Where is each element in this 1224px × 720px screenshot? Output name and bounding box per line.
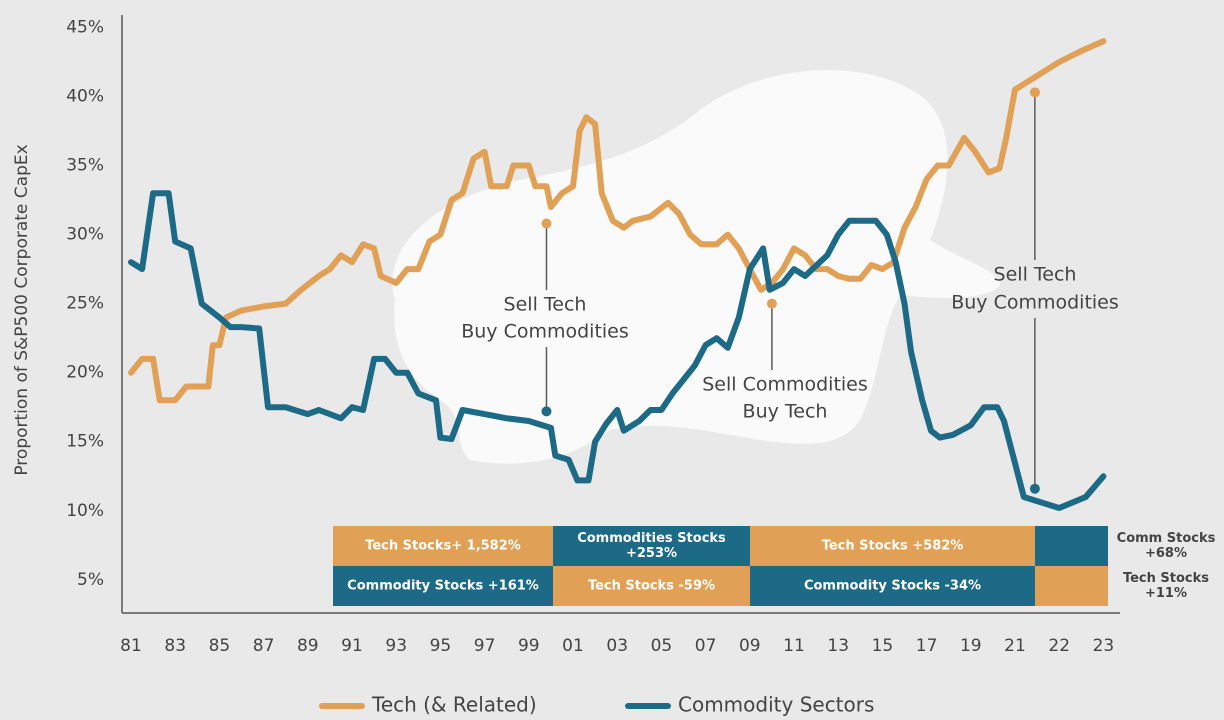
x-tick-label: 22 — [1048, 636, 1070, 656]
annotation-text: Sell Commodities — [702, 374, 868, 396]
x-tick-label: 93 — [385, 636, 407, 656]
x-tick-label: 87 — [253, 636, 275, 656]
annotation-dot — [541, 406, 552, 417]
x-tick-label: 05 — [651, 636, 673, 656]
legend-label: Commodity Sectors — [678, 693, 874, 717]
period-label: +253% — [626, 546, 677, 561]
period-cell — [553, 566, 750, 606]
period-note: +11% — [1145, 586, 1187, 601]
y-tick-label: 10% — [66, 501, 104, 521]
x-tick-label: 99 — [518, 636, 540, 656]
period-cell — [750, 526, 1035, 566]
annotation-text: Buy Commodities — [951, 292, 1119, 314]
annotation-dot — [1029, 87, 1040, 98]
x-tick-label: 81 — [120, 636, 142, 656]
annotation-text: Buy Commodities — [461, 321, 629, 343]
y-axis-label: Proportion of S&P500 Corporate CapEx — [12, 144, 32, 475]
series-line — [128, 190, 1107, 511]
period-label: Commodity Stocks +161% — [347, 579, 539, 594]
x-tick-label: 97 — [474, 636, 496, 656]
y-tick-label: 35% — [66, 156, 104, 176]
period-cell — [333, 566, 553, 606]
x-tick-label: 11 — [783, 636, 805, 656]
x-tick-label: 01 — [562, 636, 584, 656]
period-label: Tech Stocks -59% — [588, 579, 715, 594]
period-label: Tech Stocks +582% — [822, 539, 964, 554]
series-line — [128, 38, 1107, 404]
x-tick-label: 85 — [209, 636, 231, 656]
period-label: Commodity Stocks -34% — [804, 579, 981, 594]
period-cell — [750, 566, 1035, 606]
y-tick-label: 5% — [77, 570, 104, 590]
y-tick-label: 25% — [66, 294, 104, 314]
annotation-dot — [766, 298, 777, 309]
x-tick-label: 83 — [164, 636, 186, 656]
y-tick-label: 40% — [66, 86, 104, 106]
period-cell — [1035, 566, 1108, 606]
period-cell — [1035, 526, 1108, 566]
x-tick-label: 21 — [1004, 636, 1026, 656]
y-tick-label: 20% — [66, 363, 104, 383]
x-tick-label: 03 — [606, 636, 628, 656]
legend-label: Tech (& Related) — [371, 693, 537, 717]
period-note: Comm Stocks — [1117, 531, 1216, 546]
x-tick-label: 89 — [297, 636, 319, 656]
x-tick-label: 15 — [872, 636, 894, 656]
annotation-dot — [1029, 483, 1040, 494]
x-tick-label: 19 — [960, 636, 982, 656]
y-tick-label: 30% — [66, 225, 104, 245]
annotation-text: Sell Tech — [994, 264, 1077, 286]
period-label: Tech Stocks+ 1,582% — [365, 539, 521, 554]
x-tick-label: 09 — [739, 636, 761, 656]
period-note: +68% — [1145, 546, 1187, 561]
annotation-dot — [541, 218, 552, 229]
x-tick-label: 23 — [1093, 636, 1115, 656]
x-tick-label: 13 — [827, 636, 849, 656]
annotation-text: Sell Tech — [504, 294, 587, 316]
period-cell — [333, 526, 553, 566]
period-label: Commodities Stocks — [577, 531, 726, 546]
y-tick-label: 45% — [66, 17, 104, 37]
x-tick-label: 91 — [341, 636, 363, 656]
period-cell — [553, 526, 750, 566]
x-tick-label: 95 — [430, 636, 452, 656]
y-tick-label: 15% — [66, 432, 104, 452]
x-tick-label: 07 — [695, 636, 717, 656]
x-tick-label: 17 — [916, 636, 938, 656]
annotation-text: Buy Tech — [743, 401, 828, 423]
period-note: Tech Stocks — [1123, 571, 1209, 586]
bull-silhouette — [392, 69, 1000, 464]
